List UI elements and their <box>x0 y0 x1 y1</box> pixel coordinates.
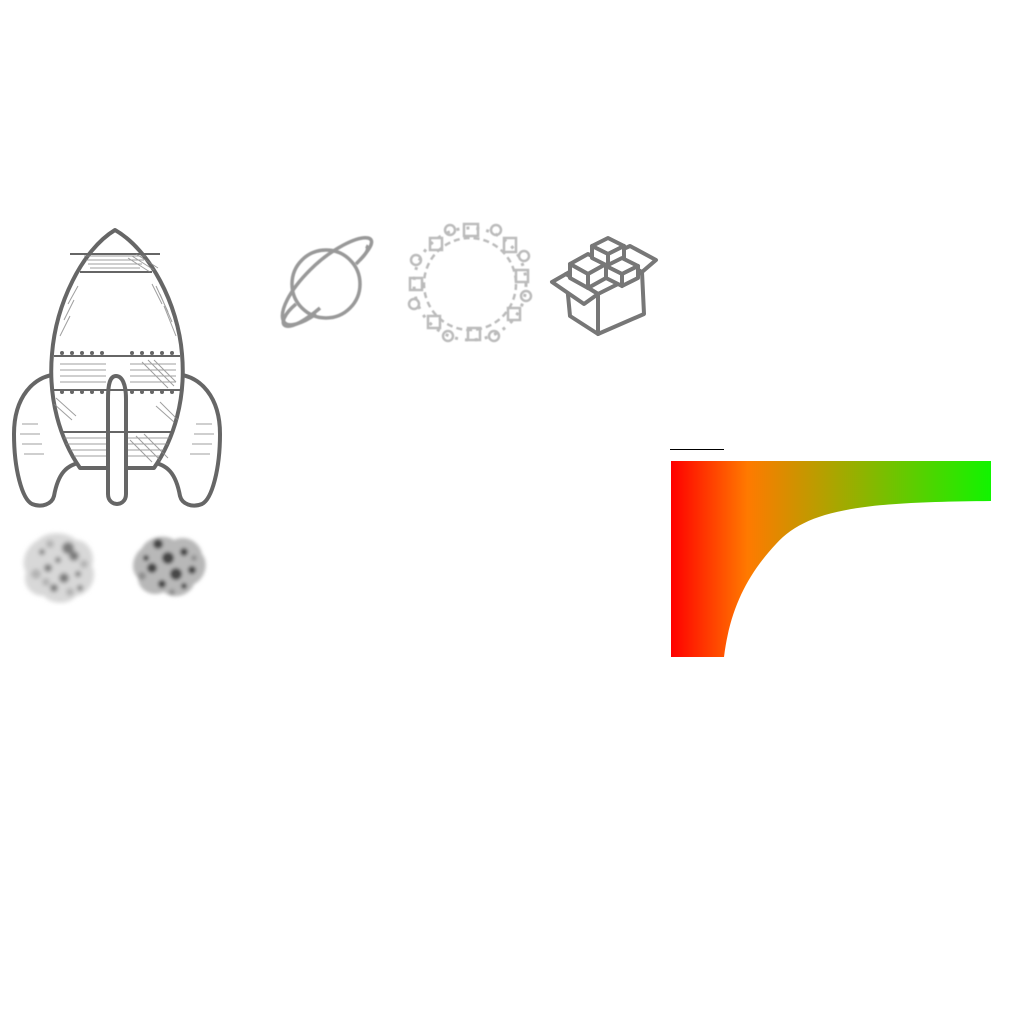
ringed-planet-icon <box>280 236 374 329</box>
smoke-puff-icon <box>133 536 206 597</box>
underline-divider <box>670 449 724 450</box>
open-box-icon <box>550 236 658 336</box>
rocket-icon <box>12 228 222 508</box>
gears-ring-icon <box>407 222 533 343</box>
gradient-curve-shape <box>671 461 991 657</box>
smoke-puff-icon <box>23 533 95 603</box>
